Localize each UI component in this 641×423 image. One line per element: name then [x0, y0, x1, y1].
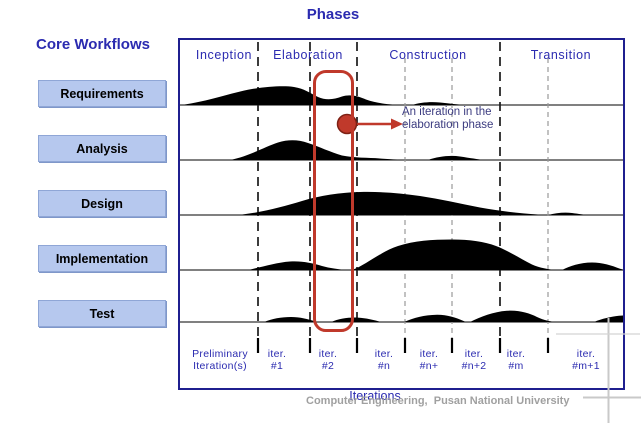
iteration-highlight-frame	[313, 70, 354, 332]
iteration-label-line: iter.	[576, 348, 596, 360]
page-title: Phases	[306, 6, 360, 23]
phase-label-construction: Construction	[389, 48, 467, 62]
iteration-label-line: #1	[270, 360, 284, 372]
iteration-label-line: iter.	[464, 348, 484, 360]
iteration-label-line: #2	[321, 360, 335, 372]
iteration-label-m1: iter. #m+1	[560, 348, 612, 372]
iteration-label-line: iter.	[267, 348, 287, 360]
iteration-label-n1: iter. #n+	[407, 348, 451, 372]
iteration-label-line: #n	[377, 360, 391, 372]
iteration-label-line: #m	[508, 360, 524, 372]
iteration-label-preliminary: Preliminary Iteration(s)	[182, 348, 258, 372]
iteration-label-m: iter. #m	[494, 348, 538, 372]
workflow-box-implementation: Implementation	[38, 245, 166, 272]
iteration-label-line: iter.	[374, 348, 394, 360]
annotation-line-1: An iteration in the	[402, 106, 492, 118]
workflow-box-test: Test	[38, 300, 166, 327]
iteration-label-1: iter. #1	[255, 348, 299, 372]
iteration-label-line: Preliminary	[192, 348, 248, 360]
workflow-label: Requirements	[60, 86, 144, 101]
iteration-label-line: iter.	[506, 348, 526, 360]
annotation-line-2: elaboration phase	[402, 119, 494, 131]
workflow-label: Test	[89, 306, 115, 321]
chart-frame	[178, 38, 625, 390]
iteration-label-line: iter.	[419, 348, 439, 360]
iteration-label-line: #n+	[419, 360, 439, 372]
iteration-label-line: iter.	[318, 348, 338, 360]
phase-label-elaboration: Elaboration	[273, 48, 343, 62]
iteration-label-2: iter. #2	[306, 348, 350, 372]
iteration-label-n2: iter. #n+2	[450, 348, 498, 372]
workflow-box-requirements: Requirements	[38, 80, 166, 107]
workflow-label: Implementation	[55, 251, 149, 266]
footer-credit: Computer Engineering, Pusan National Uni…	[306, 395, 570, 407]
iterations-axis-label: Iterations	[349, 389, 401, 403]
iteration-label-line: #n+2	[461, 360, 487, 372]
core-workflows-heading: Core Workflows	[36, 36, 150, 53]
workflow-label: Analysis	[76, 141, 128, 156]
workflow-box-design: Design	[38, 190, 166, 217]
iteration-label-line: #m+1	[572, 360, 600, 372]
iteration-label-line: Iteration(s)	[193, 360, 247, 372]
phase-label-transition: Transition	[530, 48, 592, 62]
workflow-box-analysis: Analysis	[38, 135, 166, 162]
phase-label-inception: Inception	[195, 48, 253, 62]
workflow-label: Design	[81, 196, 123, 211]
annotation-text: An iteration in the elaboration phase	[402, 106, 493, 132]
iteration-label-n: iter. #n	[362, 348, 406, 372]
